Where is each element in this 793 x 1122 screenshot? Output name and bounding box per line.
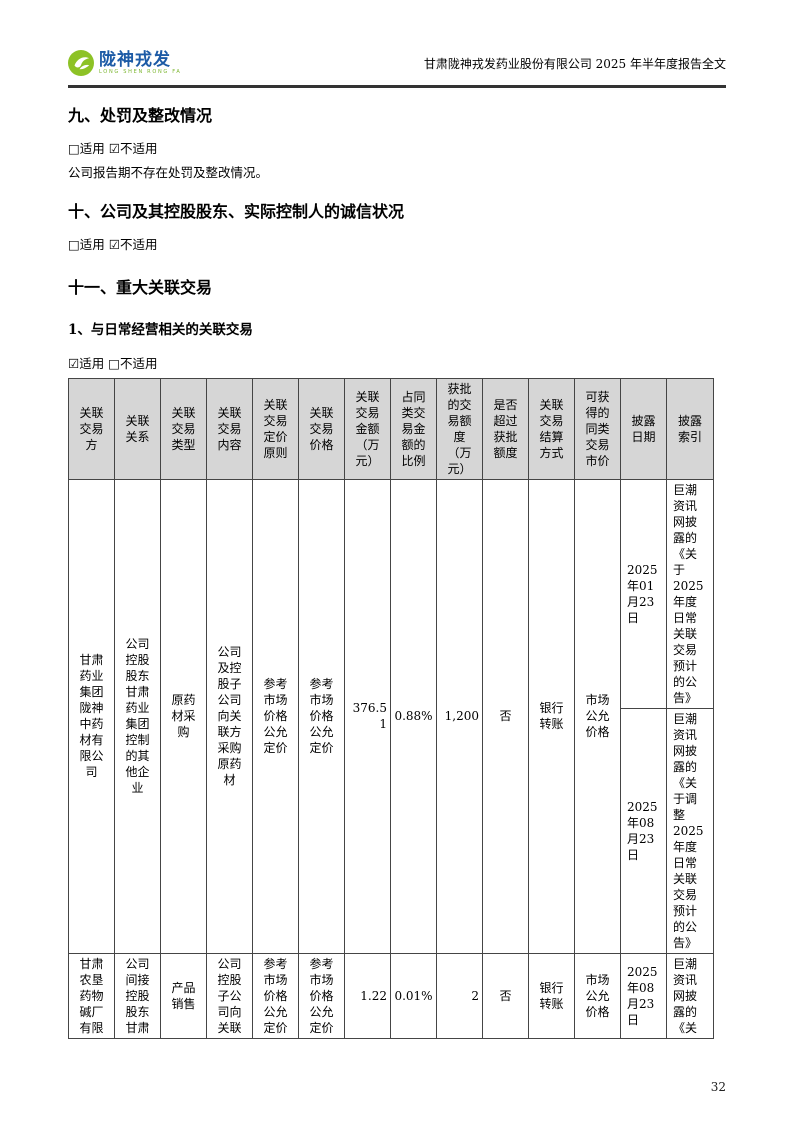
col-pricing-principle: 关联交易定价原则 bbox=[252, 377, 299, 480]
cell-content: 公司控股子公司向关联 bbox=[206, 952, 253, 1039]
cell-pricing-principle: 参考市场价格公允定价 bbox=[252, 478, 299, 954]
table-row-disclosure-2: 2025年08月23日 巨潮资讯网披露的《关于调整2025年度日常关联交易预计的… bbox=[69, 707, 714, 954]
cell-relationship: 公司控股股东甘肃药业集团控制的其他企业 bbox=[114, 478, 161, 954]
col-approved-quota: 获批的交易额度（万元） bbox=[436, 377, 483, 480]
cell-ratio: 0.88% bbox=[390, 478, 437, 954]
cell-disclosure-index: 巨潮资讯网披露的《关 bbox=[666, 952, 714, 1039]
header-divider bbox=[68, 85, 726, 88]
report-page: 陇神戎发 LONG SHEN RONG FA 甘肃陇神戎发药业股份有限公司 20… bbox=[0, 44, 793, 1122]
related-party-transactions-table: 关联交易方 关联关系 关联交易类型 关联交易内容 关联交易定价原则 关联交易价格… bbox=[68, 377, 714, 1039]
section-9-applicability: □适用 ☑不适用 bbox=[68, 140, 158, 156]
cell-amount: 376.51 bbox=[344, 478, 391, 954]
cell-amount: 1.22 bbox=[344, 952, 391, 1039]
cell-market-price: 市场公允价格 bbox=[574, 478, 621, 954]
col-market-price: 可获得的同类交易市价 bbox=[574, 377, 621, 480]
logo-icon bbox=[68, 50, 94, 76]
col-settlement: 关联交易结算方式 bbox=[528, 377, 575, 480]
cell-market-price: 市场公允价格 bbox=[574, 952, 621, 1039]
col-exceeds-quota: 是否超过获批额度 bbox=[482, 377, 529, 480]
cell-disclosure-index: 巨潮资讯网披露的《关于调整2025年度日常关联交易预计的公告》 bbox=[666, 707, 714, 954]
section-11-sub1-title: 1、与日常经营相关的关联交易 bbox=[68, 321, 253, 338]
section-9-body: 公司报告期不存在处罚及整改情况。 bbox=[68, 164, 269, 180]
cell-exceeds-quota: 否 bbox=[482, 478, 529, 954]
company-logo: 陇神戎发 LONG SHEN RONG FA bbox=[68, 50, 182, 76]
cell-party: 甘肃药业集团陇神中药材有限公司 bbox=[68, 478, 115, 954]
cell-disclosure-index: 巨潮资讯网披露的《关于2025年度日常关联交易预计的公告》 bbox=[666, 478, 714, 709]
col-ratio: 占同类交易金额的比例 bbox=[390, 377, 437, 480]
col-relationship: 关联关系 bbox=[114, 377, 161, 480]
cell-relationship: 公司间接控股股东甘肃 bbox=[114, 952, 161, 1039]
section-11-title: 十一、重大关联交易 bbox=[68, 277, 213, 297]
cell-ratio: 0.01% bbox=[390, 952, 437, 1039]
cell-approved-quota: 1,200 bbox=[436, 478, 483, 954]
col-disclosure-index: 披露索引 bbox=[666, 377, 714, 480]
cell-party: 甘肃农垦药物碱厂有限 bbox=[68, 952, 115, 1039]
col-party: 关联交易方 bbox=[68, 377, 115, 480]
cell-type: 产品销售 bbox=[160, 952, 207, 1039]
cell-settlement: 银行转账 bbox=[528, 952, 575, 1039]
cell-approved-quota: 2 bbox=[436, 952, 483, 1039]
cell-type: 原药材采购 bbox=[160, 478, 207, 954]
col-price: 关联交易价格 bbox=[298, 377, 345, 480]
section-9-title: 九、处罚及整改情况 bbox=[68, 105, 213, 125]
cell-pricing-principle: 参考市场价格公允定价 bbox=[252, 952, 299, 1039]
table-row: 甘肃药业集团陇神中药材有限公司 公司控股股东甘肃药业集团控制的其他企业 原药材采… bbox=[68, 478, 714, 954]
logo-brand-en: LONG SHEN RONG FA bbox=[99, 68, 182, 75]
section-10-applicability: □适用 ☑不适用 bbox=[68, 236, 158, 252]
page-header: 陇神戎发 LONG SHEN RONG FA 甘肃陇神戎发药业股份有限公司 20… bbox=[68, 44, 726, 82]
table-header-row: 关联交易方 关联关系 关联交易类型 关联交易内容 关联交易定价原则 关联交易价格… bbox=[68, 377, 714, 480]
table-row: 甘肃农垦药物碱厂有限 公司间接控股股东甘肃 产品销售 公司控股子公司向关联 参考… bbox=[68, 952, 714, 1039]
section-11-applicability: ☑适用 □不适用 bbox=[68, 355, 158, 371]
cell-price: 参考市场价格公允定价 bbox=[298, 478, 345, 954]
cell-price: 参考市场价格公允定价 bbox=[298, 952, 345, 1039]
logo-brand-cn: 陇神戎发 bbox=[99, 49, 171, 70]
cell-disclosure-date: 2025年01月23日 bbox=[620, 478, 667, 709]
section-10-title: 十、公司及其控股股东、实际控制人的诚信状况 bbox=[68, 201, 405, 221]
cell-exceeds-quota: 否 bbox=[482, 952, 529, 1039]
col-content: 关联交易内容 bbox=[206, 377, 253, 480]
cell-disclosure-date: 2025年08月23日 bbox=[620, 707, 667, 954]
cell-disclosure-date: 2025年08月23日 bbox=[620, 952, 667, 1039]
page-number: 32 bbox=[710, 1080, 726, 1094]
document-title: 甘肃陇神戎发药业股份有限公司 2025 年半年度报告全文 bbox=[423, 56, 726, 71]
col-disclosure-date: 披露日期 bbox=[620, 377, 667, 480]
logo-text: 陇神戎发 LONG SHEN RONG FA bbox=[99, 51, 182, 76]
col-amount: 关联交易金额（万元） bbox=[344, 377, 391, 480]
col-type: 关联交易类型 bbox=[160, 377, 207, 480]
cell-content: 公司及控股子公司向关联方采购原药材 bbox=[206, 478, 253, 954]
cell-settlement: 银行转账 bbox=[528, 478, 575, 954]
